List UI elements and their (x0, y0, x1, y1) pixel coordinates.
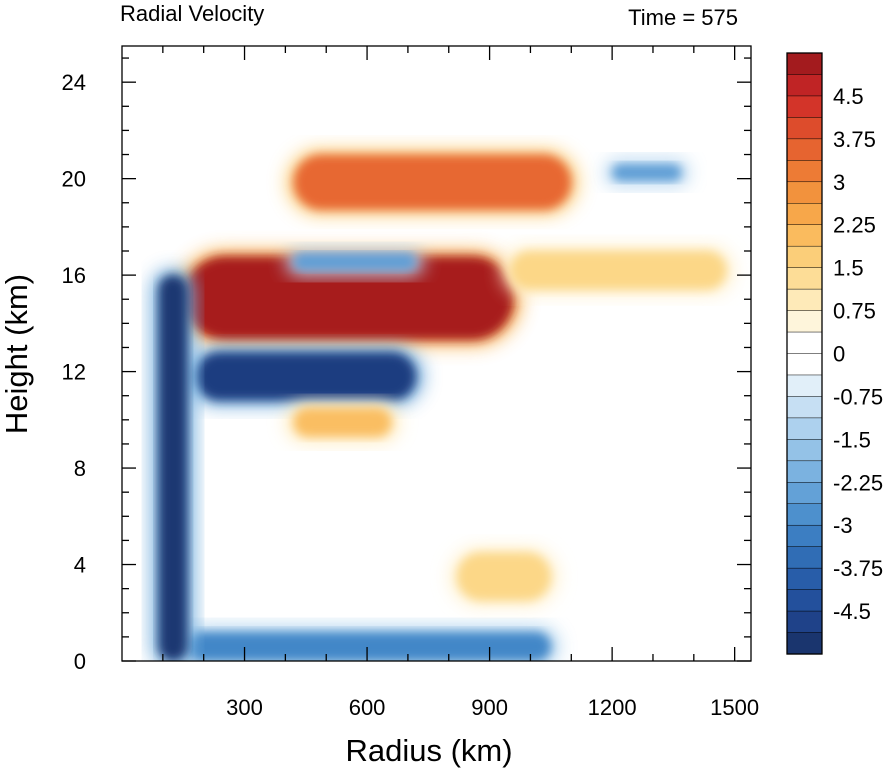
y-tick-label: 4 (74, 553, 86, 578)
colorbar-label: -3.75 (833, 556, 883, 581)
plot-frame (121, 45, 752, 662)
colorbar-label: 0.75 (833, 299, 876, 324)
y-tick-label: 20 (62, 167, 86, 192)
x-tick-label: 300 (226, 695, 263, 720)
colorbar-bin (786, 224, 823, 247)
colorbar-label: -2.25 (833, 470, 883, 495)
feature-7 (150, 269, 196, 661)
colorbar-bin (786, 610, 823, 634)
colorbar-bin (786, 267, 823, 290)
feature-core (510, 251, 727, 290)
feature-core (195, 352, 417, 401)
colorbar-bin (786, 482, 823, 505)
y-tick-label: 0 (74, 649, 86, 674)
colorbar-frame (786, 52, 823, 655)
colorbar-bin (786, 95, 823, 118)
colorbar-label: 0 (833, 342, 845, 367)
feature-core (293, 154, 572, 210)
feature-3 (187, 346, 425, 407)
colorbar-bin (786, 460, 823, 483)
colorbar-bin (786, 245, 823, 269)
colorbar-label: 1.5 (833, 256, 864, 281)
colorbar-label: 4.5 (833, 84, 864, 109)
colorbar-label: 3.75 (833, 127, 876, 152)
colorbar-bin (786, 632, 823, 655)
feature-core (183, 255, 515, 341)
colorbar-bin (786, 138, 823, 161)
colorbar-bin (786, 310, 823, 333)
colorbar-bin (786, 374, 823, 397)
feature-8 (285, 401, 400, 443)
y-tick-label: 8 (74, 456, 86, 481)
colorbar-bin (786, 74, 823, 97)
colorbar-bin (786, 353, 823, 376)
colorbar-bin (786, 567, 823, 591)
feature-core (293, 407, 392, 437)
colorbar-label: 3 (833, 170, 845, 195)
colorbar-label: -1.5 (833, 427, 871, 452)
colorbar-bin (786, 331, 823, 355)
colorbar-bin (786, 181, 823, 204)
y-tick-label: 24 (62, 70, 86, 95)
x-axis: 300 600 900 1200 1500 (162, 46, 759, 720)
feature-0 (175, 249, 523, 347)
colorbar-label: 2.25 (833, 213, 876, 238)
colorbar-label: -0.75 (833, 384, 883, 409)
colorbar-bin (786, 288, 823, 312)
feature-core (187, 632, 551, 661)
velocity-field (122, 46, 751, 661)
colorbar-bin (786, 117, 823, 140)
feature-core (612, 164, 682, 182)
x-tick-label: 600 (349, 695, 386, 720)
x-tick-label: 1500 (710, 695, 759, 720)
colorbar: 4.5 3.75 3 2.25 1.5 0.75 0 -0.75 -1.5 -2.25 -3 -3.7… (786, 52, 883, 655)
colorbar-bin (786, 546, 823, 569)
colorbar-bin (786, 524, 823, 548)
colorbar-bin (786, 589, 823, 612)
feature-5 (604, 158, 690, 188)
time-label: Time = 575 (628, 5, 738, 30)
colorbar-bin (786, 160, 823, 183)
colorbar-bin (786, 396, 823, 419)
x-axis-title: Radius (km) (345, 733, 512, 768)
feature-1 (502, 245, 735, 296)
feature-core (456, 552, 551, 601)
chart-title: Radial Velocity (120, 1, 264, 26)
colorbar-label: -4.5 (833, 599, 871, 624)
x-tick-label: 900 (471, 695, 508, 720)
colorbar-bin (786, 52, 823, 76)
y-tick-label: 12 (62, 360, 86, 385)
colorbar-bin (786, 203, 823, 226)
colorbar-bin (786, 439, 823, 462)
feature-9 (448, 546, 559, 607)
feature-4 (285, 247, 425, 277)
colorbar-bin (786, 503, 823, 526)
y-axis: 0 4 8 12 16 20 24 (62, 57, 751, 674)
feature-core (293, 253, 417, 271)
colorbar-bin (786, 417, 823, 440)
y-axis-title: Height (km) (0, 274, 34, 434)
feature-2 (285, 148, 580, 216)
feature-core (158, 275, 188, 661)
y-tick-label: 16 (62, 263, 86, 288)
feature-6 (179, 626, 559, 661)
x-tick-label: 1200 (588, 695, 637, 720)
colorbar-label: -3 (833, 513, 853, 538)
